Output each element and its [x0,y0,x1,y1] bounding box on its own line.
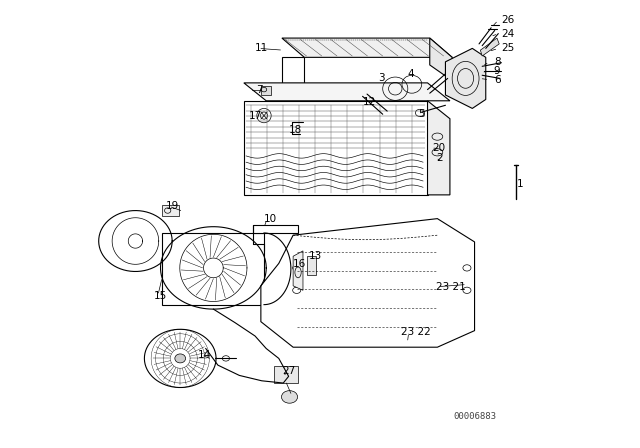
Ellipse shape [282,391,298,403]
Bar [261,86,271,95]
Text: 6: 6 [494,75,500,85]
Text: 00006883: 00006883 [453,412,496,421]
Text: 23 21: 23 21 [436,282,465,292]
Text: 24: 24 [502,29,515,39]
Polygon shape [253,225,298,233]
Polygon shape [282,57,305,83]
Text: 8: 8 [494,57,500,67]
Text: 3: 3 [378,73,385,83]
Polygon shape [244,101,428,195]
Text: 7: 7 [257,85,263,95]
Ellipse shape [175,354,186,363]
Bar [163,205,179,216]
Text: 2: 2 [436,153,443,163]
Polygon shape [481,38,499,56]
Polygon shape [282,38,452,57]
Polygon shape [163,233,264,305]
Text: 23 22: 23 22 [401,327,430,337]
Text: 17: 17 [248,111,262,121]
Text: 20: 20 [432,143,445,153]
Bar [307,256,316,275]
Text: 4: 4 [407,69,414,79]
Polygon shape [428,101,450,195]
Polygon shape [244,83,450,101]
Text: 14: 14 [198,350,211,360]
Text: 15: 15 [154,291,168,301]
Text: 9: 9 [494,66,500,76]
Polygon shape [445,48,486,108]
Text: 10: 10 [264,214,277,224]
Text: 12: 12 [362,97,376,107]
Text: 1: 1 [517,179,524,189]
Text: 19: 19 [165,201,179,211]
Polygon shape [293,251,303,290]
Text: 18: 18 [289,125,302,135]
Text: 27: 27 [282,366,295,376]
Polygon shape [430,38,452,81]
Text: 13: 13 [309,251,322,261]
Text: 25: 25 [502,43,515,53]
Polygon shape [261,219,475,347]
Polygon shape [275,366,298,383]
Text: 5: 5 [419,109,425,119]
Text: 16: 16 [293,259,307,269]
Text: 11: 11 [255,43,268,53]
Text: 26: 26 [502,15,515,25]
